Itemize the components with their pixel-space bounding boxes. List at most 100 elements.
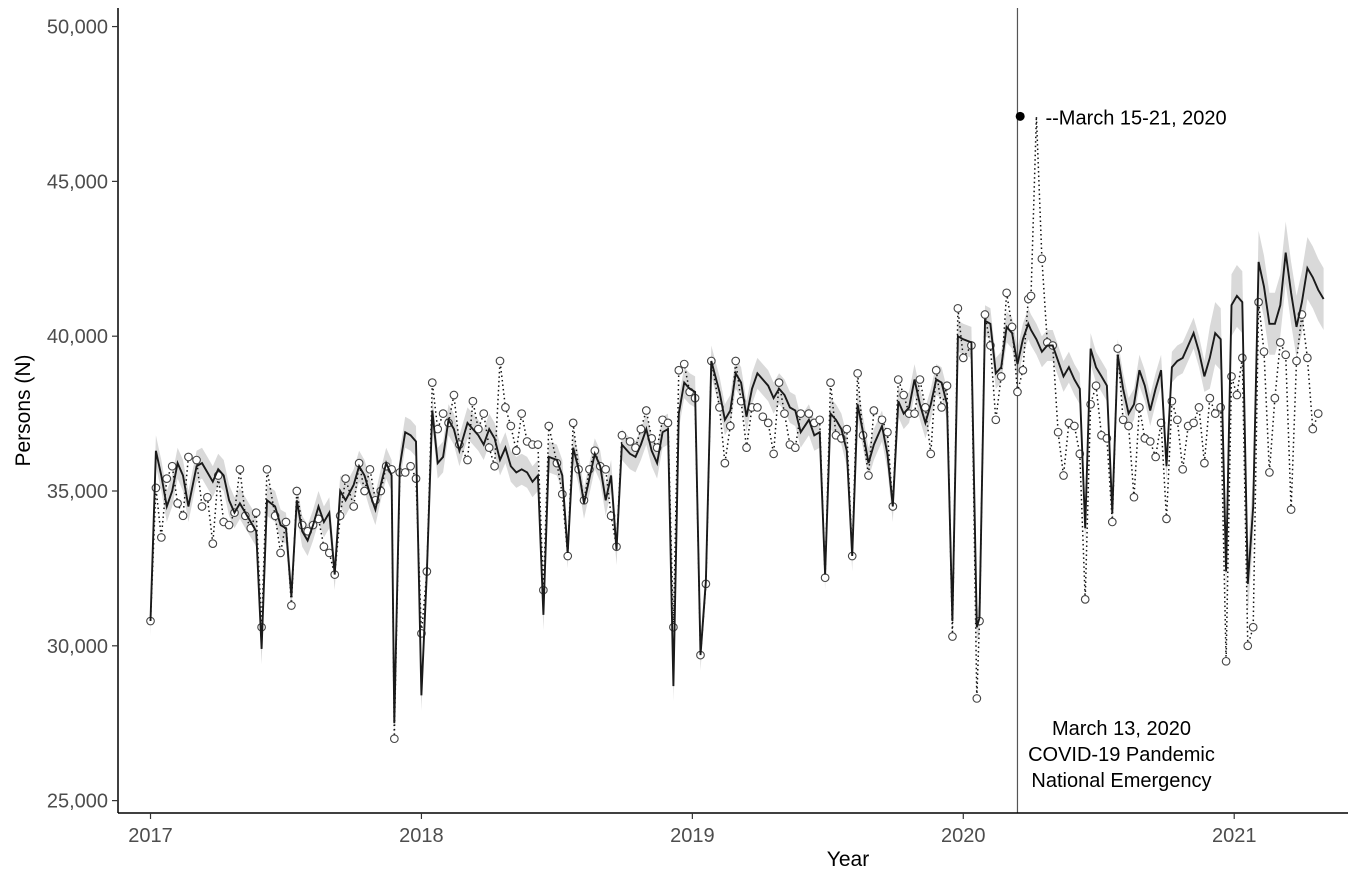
observed-point	[1216, 403, 1226, 412]
observed-point	[287, 601, 296, 610]
observed-point	[544, 421, 554, 431]
observed-point	[511, 446, 521, 456]
observed-point	[1303, 353, 1312, 363]
observed-point	[1145, 437, 1155, 446]
observed-point	[1194, 403, 1204, 412]
observed-point	[151, 483, 161, 493]
observed-point	[178, 511, 188, 521]
observed-point	[980, 310, 990, 319]
annotation-layer: --March 15-21, 2020 March 13, 2020 COVID-1…	[1028, 107, 1227, 792]
observed-point	[438, 409, 448, 418]
observed-point	[360, 486, 369, 496]
observed-point	[1237, 353, 1247, 363]
observed-point	[826, 378, 835, 387]
observed-point	[400, 468, 410, 477]
observed-point	[931, 365, 941, 375]
observed-point	[533, 440, 543, 449]
observed-point	[1118, 415, 1128, 425]
observed-point	[208, 539, 218, 548]
x-tick-label: 2020	[941, 825, 986, 847]
observed-point	[517, 409, 527, 418]
axes-layer: 25,000 30,000 35,000 40,000 45,000 50,000 2017…	[12, 8, 1348, 871]
fitted-series-layer	[149, 252, 1325, 724]
observed-point	[725, 421, 735, 431]
observed-point	[1292, 356, 1301, 366]
fitted-line	[149, 252, 1325, 724]
peak-point	[1015, 111, 1025, 121]
observed-point	[1059, 471, 1068, 480]
y-tick-label: 40,000	[47, 326, 108, 348]
observed-point	[1178, 464, 1188, 474]
observed-point	[1205, 393, 1215, 403]
observed-point	[790, 443, 800, 453]
observed-point	[192, 455, 201, 465]
observed-point	[1313, 409, 1323, 418]
observed-point	[490, 461, 499, 471]
observed-point	[769, 449, 778, 459]
observed-point	[1091, 381, 1101, 391]
emergency-annotation-line: National Emergency	[1031, 770, 1211, 792]
observed-point	[996, 372, 1006, 381]
x-tick-label: 2019	[670, 825, 715, 847]
observed-point	[1265, 468, 1274, 477]
observed-point	[669, 622, 678, 632]
observed-point	[915, 375, 925, 384]
observed-point	[156, 533, 166, 542]
x-tick-label: 2021	[1212, 825, 1257, 847]
observed-point	[972, 694, 982, 703]
observed-point	[926, 449, 936, 459]
observed-point	[601, 464, 611, 474]
observed-series-layer	[146, 116, 1323, 744]
observed-point	[1113, 344, 1123, 353]
observed-point	[617, 430, 627, 440]
observed-point	[937, 403, 946, 412]
observed-point	[224, 520, 234, 530]
observed-point	[820, 573, 830, 583]
observed-point	[349, 502, 359, 511]
emergency-annotation-line: March 13, 2020	[1052, 718, 1191, 740]
observed-point	[864, 471, 873, 480]
observed-point	[853, 368, 862, 378]
observed-point	[319, 542, 329, 552]
confidence-band-layer	[150, 221, 1324, 739]
observed-point	[731, 356, 741, 366]
observed-point	[796, 409, 806, 418]
observed-point	[720, 458, 730, 468]
observed-point	[463, 455, 472, 465]
x-tick-label: 2017	[128, 825, 173, 847]
observed-point	[1135, 403, 1144, 412]
observed-point	[341, 474, 350, 483]
observed-point	[1080, 595, 1090, 604]
observed-point	[568, 418, 578, 428]
emergency-annotation-line: COVID-19 Pandemic	[1028, 744, 1215, 766]
observed-point	[365, 464, 375, 474]
observed-point	[1037, 254, 1047, 264]
observed-point	[184, 452, 193, 462]
observed-point	[1018, 365, 1028, 375]
confidence-band	[150, 221, 1324, 739]
observed-point	[780, 409, 789, 418]
observed-point	[1210, 409, 1220, 418]
observed-point	[563, 551, 573, 561]
y-tick-label: 45,000	[47, 171, 108, 193]
observed-point	[1259, 347, 1269, 357]
observed-point	[815, 415, 825, 425]
observed-point	[468, 396, 478, 406]
observed-point	[1162, 514, 1171, 524]
y-tick-label: 50,000	[47, 17, 108, 39]
observed-point	[506, 421, 516, 431]
observed-point	[473, 424, 483, 434]
observed-point	[663, 418, 673, 428]
observed-point	[449, 390, 459, 400]
observed-point	[948, 632, 957, 641]
observed-point	[167, 461, 177, 471]
observed-point	[495, 356, 505, 366]
observed-point	[1281, 350, 1291, 360]
observed-point	[641, 406, 651, 415]
observed-point	[953, 303, 963, 313]
observed-point	[203, 492, 212, 502]
observed-point	[1151, 452, 1160, 462]
observed-point	[842, 424, 852, 434]
observed-point	[758, 412, 768, 422]
